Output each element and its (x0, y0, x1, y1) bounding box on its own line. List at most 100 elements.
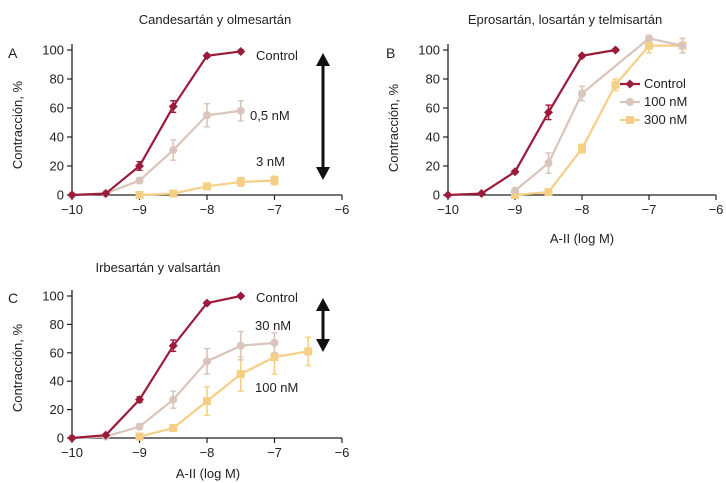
y-tick-label: 80 (50, 317, 64, 332)
data-point (304, 347, 313, 356)
arrow-head-down (316, 339, 330, 352)
y-tick-label: 0 (57, 431, 64, 446)
data-point (236, 106, 245, 115)
legend-marker (625, 79, 635, 89)
data-point (578, 89, 586, 98)
series-line (139, 350, 309, 438)
y-tick-label: 20 (426, 159, 440, 174)
y-tick-label: 100 (42, 43, 64, 58)
arrow-head-up (316, 53, 330, 66)
data-point (203, 182, 211, 191)
chart-title: Eprosartán, losartán y telmisartán (468, 12, 662, 27)
arrow-head-down (316, 167, 330, 180)
data-point (168, 102, 178, 112)
series-line (71, 50, 241, 197)
y-tick-label: 20 (50, 159, 64, 174)
x-tick-label: −6 (335, 445, 350, 460)
x-tick-label: −7 (642, 202, 657, 217)
y-axis-label: Contracción, % (386, 83, 401, 172)
data-point (611, 80, 620, 89)
chart-panel-c: Irbesartán y valsartán C Contracción, % … (8, 260, 349, 481)
legend-marker (626, 98, 634, 106)
data-point (577, 51, 587, 61)
data-point (236, 341, 245, 350)
chart-title: Candesartán y olmesartán (139, 12, 291, 27)
x-tick-label: −10 (61, 445, 83, 460)
x-tick-label: −8 (200, 202, 215, 217)
data-point (135, 395, 144, 405)
y-axis-label: Contracción, % (10, 323, 25, 412)
series-label: 0,5 nM (250, 108, 290, 123)
x-tick-label: −9 (508, 202, 523, 217)
y-tick-label: 40 (50, 374, 64, 389)
x-tick-label: −10 (437, 202, 459, 217)
data-point (101, 189, 111, 199)
chart-title: Irbesartán y valsartán (95, 260, 220, 275)
y-tick-label: 40 (426, 130, 440, 145)
y-tick-label: 0 (57, 188, 64, 203)
series-label: 100 nM (255, 380, 298, 395)
data-point (544, 159, 553, 168)
x-tick-label: −7 (267, 445, 282, 460)
data-point (203, 357, 211, 366)
data-point (544, 107, 553, 117)
x-tick-label: −8 (200, 445, 215, 460)
data-point (443, 190, 453, 200)
data-point (203, 111, 211, 120)
data-point (645, 41, 653, 50)
panel-letter: B (386, 45, 395, 61)
x-tick-label: −6 (335, 202, 350, 217)
y-tick-label: 0 (433, 188, 440, 203)
data-point (168, 341, 178, 351)
y-tick-label: 80 (426, 72, 440, 87)
data-point (270, 338, 279, 347)
data-point (236, 177, 245, 186)
data-point (611, 45, 620, 55)
series-line (71, 294, 241, 440)
data-point (169, 146, 178, 155)
y-tick-label: 40 (50, 130, 64, 145)
data-point (135, 422, 144, 431)
series-line (447, 48, 616, 197)
x-tick-label: −7 (267, 202, 282, 217)
data-point (135, 191, 144, 199)
y-tick-label: 80 (50, 72, 64, 87)
data-point (270, 353, 279, 362)
data-point (101, 430, 111, 440)
data-point (67, 433, 77, 443)
series-line (71, 341, 275, 440)
data-point (544, 188, 553, 197)
panel-letter: C (8, 290, 18, 306)
x-axis-label: A-II (log M) (550, 231, 614, 246)
data-point (270, 176, 279, 185)
series-label: 3 nM (256, 154, 285, 169)
series-label: Control (256, 290, 298, 305)
series-line (514, 44, 683, 197)
data-point (169, 424, 178, 433)
data-point (236, 291, 246, 301)
data-point (236, 370, 245, 379)
data-point (678, 41, 687, 50)
data-point (67, 190, 77, 200)
series-label: Control (256, 48, 298, 63)
data-point (202, 51, 212, 61)
legend-marker (626, 116, 634, 124)
panel-letter: A (8, 45, 18, 61)
data-point (645, 34, 653, 43)
data-point (135, 432, 144, 441)
data-point (202, 298, 212, 308)
y-axis-label: Contracción, % (10, 80, 25, 169)
data-point (511, 186, 519, 195)
y-tick-label: 100 (418, 43, 440, 58)
y-tick-label: 20 (50, 402, 64, 417)
y-tick-label: 60 (50, 101, 64, 116)
chart-panel-a: Candesartán y olmesartán A Contracción, … (8, 12, 349, 217)
data-point (169, 395, 178, 404)
x-tick-label: −8 (575, 202, 590, 217)
y-tick-label: 60 (426, 101, 440, 116)
data-point (169, 189, 178, 198)
data-point (511, 191, 519, 199)
x-axis-label: A-II (log M) (176, 466, 240, 481)
data-point (135, 176, 144, 185)
